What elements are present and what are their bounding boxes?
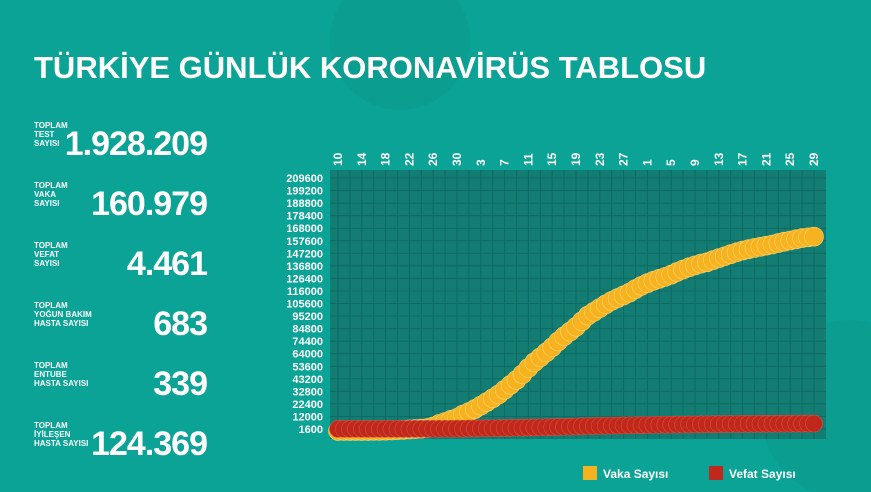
legend-swatch: [583, 466, 597, 480]
x-tick-label: 11: [521, 153, 535, 166]
data-point: [804, 226, 824, 247]
stat-label: SAYISI: [34, 259, 60, 268]
y-tick-label: 84800: [292, 324, 323, 336]
y-tick-label: 74400: [292, 336, 323, 348]
stat-value: 160.979: [91, 185, 207, 223]
stat-value: 683: [153, 305, 207, 343]
stat-label: TOPLAM: [34, 181, 68, 190]
x-tick-label: 27: [617, 152, 631, 166]
stat-label: TEST: [34, 130, 55, 139]
stat-label: İYİLEŞEN: [34, 430, 71, 439]
x-tick-label: 9: [688, 159, 702, 166]
y-tick-label: 168000: [286, 223, 323, 235]
y-tick-label: 1600: [299, 424, 323, 436]
y-tick-label: 178400: [286, 211, 323, 223]
y-tick-label: 209600: [286, 173, 323, 185]
stat-value: 4.461: [127, 245, 207, 283]
stat-label: VAKA: [34, 190, 56, 199]
stat-label: SAYISI: [34, 139, 60, 148]
x-tick-label: 15: [545, 152, 559, 166]
y-tick-label: 116000: [287, 286, 323, 298]
y-tick-label: 105600: [286, 299, 323, 311]
virus-decoration: [330, 0, 470, 110]
x-tick-label: 29: [807, 152, 821, 166]
x-tick-label: 17: [736, 152, 750, 166]
y-tick-label: 43200: [292, 374, 323, 386]
y-tick-label: 95200: [292, 311, 323, 323]
x-tick-label: 18: [379, 152, 393, 166]
y-tick-label: 22400: [292, 399, 323, 411]
x-tick-label: 22: [402, 152, 416, 166]
stat-label: TOPLAM: [34, 421, 68, 430]
x-tick-label: 30: [450, 152, 464, 166]
stat-label: TOPLAM: [34, 361, 68, 370]
chart: 1600120002240032800432005360064000744008…: [286, 152, 826, 481]
stat-label: TOPLAM: [34, 241, 68, 250]
plot-area: [330, 170, 826, 439]
stat-value: 339: [153, 365, 207, 403]
x-tick-label: 19: [569, 152, 583, 166]
legend-label: Vefat Sayısı: [729, 467, 796, 481]
stat-label: HASTA SAYISI: [34, 319, 88, 328]
y-tick-label: 199200: [286, 186, 323, 198]
y-tick-label: 126400: [286, 273, 323, 285]
y-tick-label: 157600: [286, 236, 323, 248]
x-tick-label: 26: [426, 152, 440, 166]
stat-label: SAYISI: [34, 199, 60, 208]
x-tick-label: 13: [712, 152, 726, 166]
stat-label: HASTA SAYISI: [34, 439, 88, 448]
y-tick-label: 12000: [292, 411, 323, 423]
legend-label: Vaka Sayısı: [603, 467, 668, 481]
page-title: TÜRKİYE GÜNLÜK KORONAVİRÜS TABLOSU: [34, 50, 706, 85]
x-tick-label: 3: [474, 159, 488, 166]
data-point: [805, 414, 823, 433]
stat-label: VEFAT: [34, 250, 59, 259]
legend-swatch: [709, 466, 723, 480]
x-tick-label: 14: [355, 152, 369, 166]
x-tick-label: 1: [640, 159, 654, 166]
x-tick-label: 23: [593, 152, 607, 166]
y-tick-label: 64000: [292, 349, 323, 361]
stat-value: 124.369: [91, 425, 207, 463]
stat-value: 1.928.209: [65, 125, 207, 163]
y-tick-label: 147200: [286, 248, 323, 260]
stat-label: HASTA SAYISI: [34, 379, 88, 388]
y-tick-label: 188800: [286, 198, 323, 210]
x-tick-label: 21: [759, 152, 773, 166]
y-tick-label: 136800: [286, 261, 323, 273]
x-tick-label: 10: [331, 152, 345, 166]
stat-label: TOPLAM: [34, 121, 68, 130]
stat-label: TOPLAM: [34, 301, 68, 310]
y-tick-label: 32800: [292, 386, 323, 398]
x-tick-label: 25: [783, 152, 797, 166]
x-tick-label: 7: [498, 159, 512, 166]
x-tick-label: 5: [664, 159, 678, 166]
stat-label: YOĞUN BAKIM: [34, 310, 92, 319]
stat-label: ENTUBE: [34, 370, 68, 379]
y-tick-label: 53600: [292, 361, 323, 373]
